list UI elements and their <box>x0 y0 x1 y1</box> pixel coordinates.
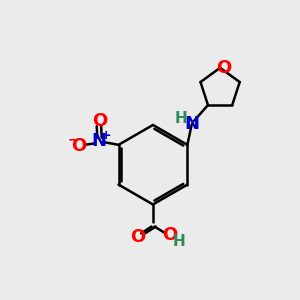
Text: −: − <box>67 133 79 147</box>
Text: N: N <box>184 115 199 133</box>
Text: +: + <box>100 129 111 142</box>
Text: O: O <box>92 112 107 130</box>
Text: O: O <box>216 59 231 77</box>
Text: O: O <box>130 228 145 246</box>
Text: N: N <box>91 132 106 150</box>
Text: O: O <box>162 226 178 244</box>
Text: O: O <box>71 137 87 155</box>
Text: H: H <box>174 111 187 126</box>
Text: H: H <box>173 234 186 249</box>
